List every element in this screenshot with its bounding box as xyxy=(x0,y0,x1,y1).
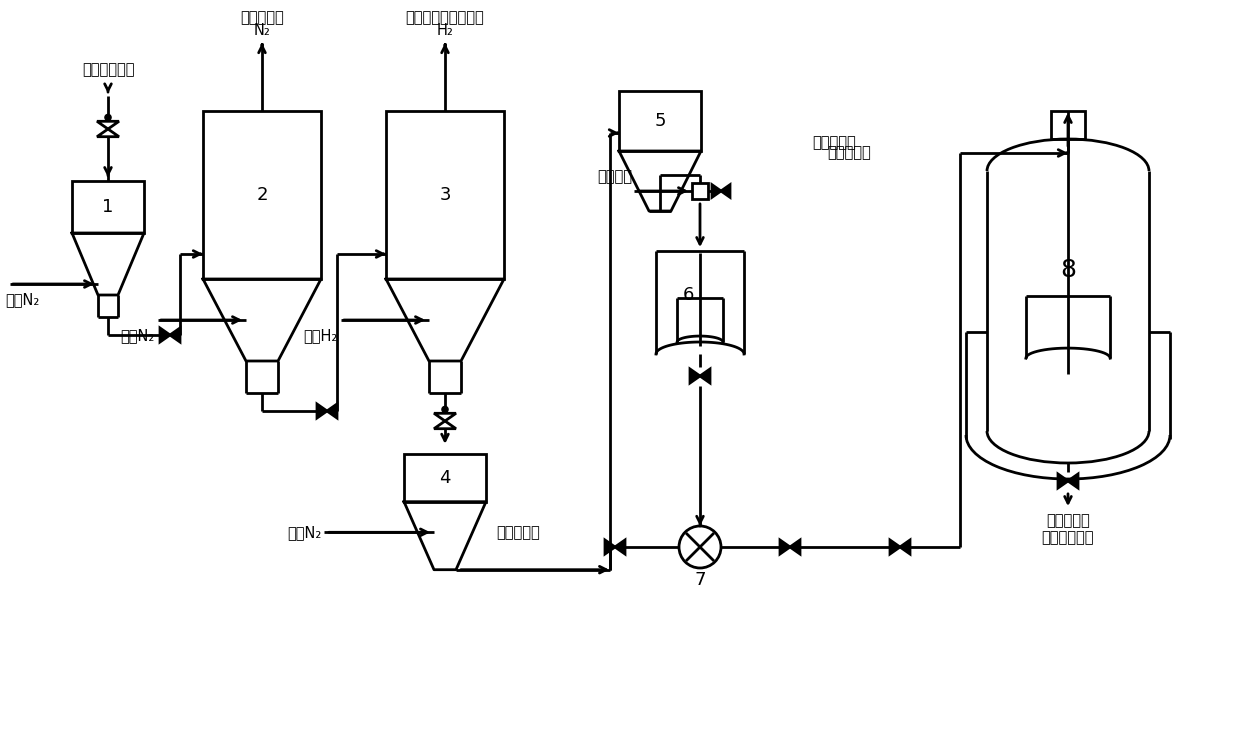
Polygon shape xyxy=(701,369,711,383)
Text: 洗化剂浆料: 洗化剂浆料 xyxy=(812,135,856,151)
Text: 洗化剂浆料: 洗化剂浆料 xyxy=(827,146,870,160)
Text: 流化N₂: 流化N₂ xyxy=(120,329,155,344)
Text: 高压N₂: 高压N₂ xyxy=(288,525,322,539)
Polygon shape xyxy=(1068,474,1078,488)
Text: 液体石蜡: 液体石蜡 xyxy=(596,169,632,185)
Polygon shape xyxy=(160,328,170,342)
Bar xyxy=(203,111,321,279)
Circle shape xyxy=(441,406,448,412)
Text: 去费托单元
浆态床反应器: 去费托单元 浆态床反应器 xyxy=(1042,513,1094,545)
Text: 4: 4 xyxy=(439,469,451,487)
Polygon shape xyxy=(615,540,625,554)
Polygon shape xyxy=(712,185,720,197)
Text: 2: 2 xyxy=(257,186,268,204)
Text: H₂: H₂ xyxy=(436,23,454,38)
Polygon shape xyxy=(689,369,701,383)
Polygon shape xyxy=(605,540,615,554)
Text: 8: 8 xyxy=(1060,258,1076,282)
Bar xyxy=(1052,111,1085,139)
Polygon shape xyxy=(890,540,900,554)
Text: 5: 5 xyxy=(655,112,666,130)
Text: 流化H₂: 流化H₂ xyxy=(304,329,339,344)
Polygon shape xyxy=(1058,474,1068,488)
Text: 7: 7 xyxy=(694,571,706,589)
Circle shape xyxy=(105,115,112,120)
Polygon shape xyxy=(720,185,730,197)
Text: 1: 1 xyxy=(103,198,114,216)
Polygon shape xyxy=(170,328,180,342)
Text: 6: 6 xyxy=(682,286,693,304)
Text: 高压N₂: 高压N₂ xyxy=(5,293,40,307)
Text: 除尘后循环或去火炬: 除尘后循环或去火炬 xyxy=(405,10,485,25)
Polygon shape xyxy=(780,540,790,554)
Polygon shape xyxy=(900,540,910,554)
Bar xyxy=(386,111,503,279)
Text: N₂: N₂ xyxy=(253,23,270,38)
Text: 脱硝后排空: 脱硝后排空 xyxy=(241,10,284,25)
Bar xyxy=(404,454,486,502)
Text: 3: 3 xyxy=(439,186,451,204)
Bar xyxy=(692,183,708,199)
Text: 成品洗化剂: 成品洗化剂 xyxy=(496,525,539,539)
Bar xyxy=(72,181,144,233)
Polygon shape xyxy=(790,540,800,554)
Polygon shape xyxy=(327,404,337,418)
Bar xyxy=(619,91,701,151)
Text: 半干基洗化剂: 半干基洗化剂 xyxy=(82,62,134,77)
Polygon shape xyxy=(317,404,327,418)
